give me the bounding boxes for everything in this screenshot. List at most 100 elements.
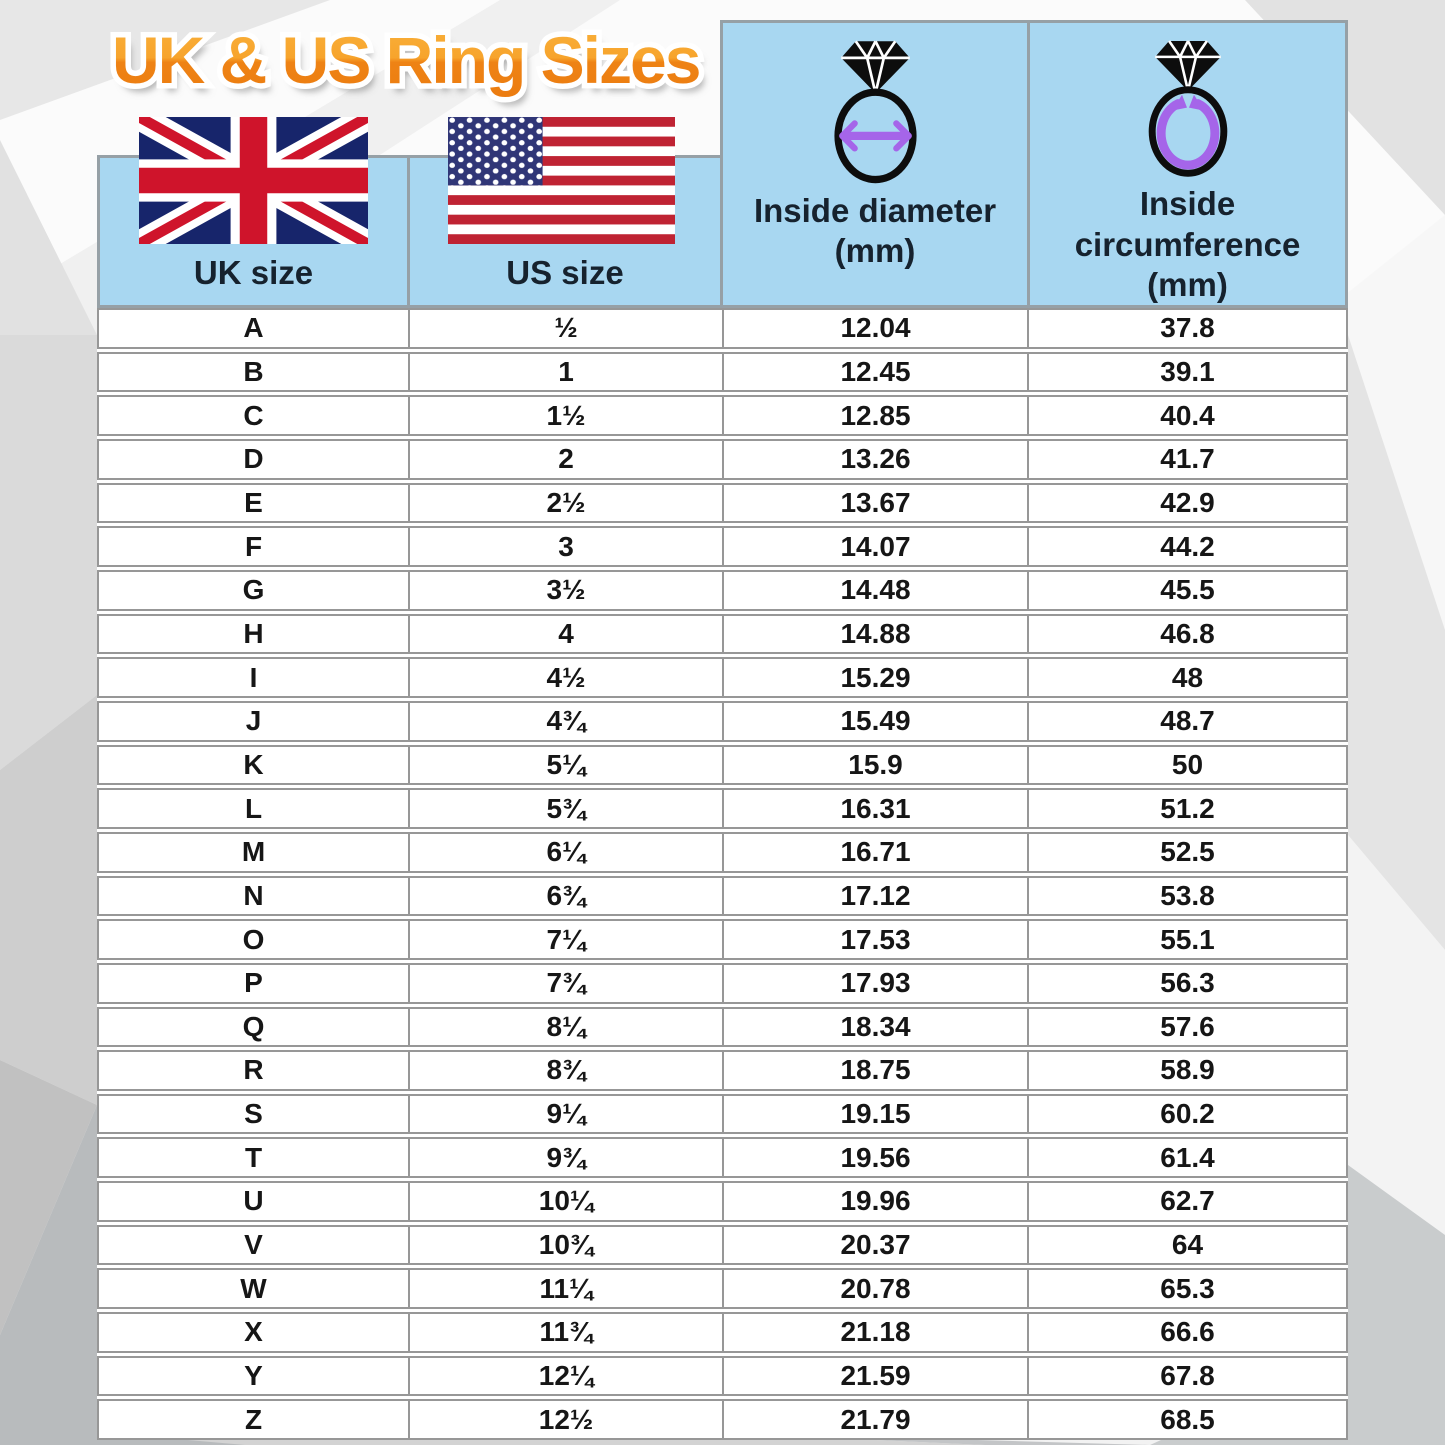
table-row: I 4½ 15.29 48: [97, 657, 1348, 698]
inside-circumference-cell: 42.9: [1027, 482, 1348, 524]
inside-diameter-cell: 14.07: [722, 526, 1029, 567]
inside-circumference-cell: 41.7: [1027, 438, 1348, 480]
table-row: U 10¼ 19.96 62.7: [97, 1181, 1348, 1222]
us-size-cell: 4½: [408, 657, 724, 698]
table-row: E 2½ 13.67 42.9: [97, 482, 1348, 524]
inside-diameter-label-line1: Inside diameter: [753, 192, 997, 229]
us-size-cell: 5¼: [408, 744, 724, 786]
inside-diameter-cell: 19.56: [722, 1137, 1029, 1179]
inside-circumference-cell: 44.2: [1027, 526, 1348, 567]
uk-size-cell: Z: [97, 1399, 410, 1441]
uk-size-cell: J: [97, 700, 410, 742]
inside-circumference-cell: 39.1: [1027, 351, 1348, 393]
inside-diameter-cell: 17.53: [722, 919, 1029, 960]
inside-circumference-cell: 55.1: [1027, 919, 1348, 960]
inside-diameter-cell: 15.29: [722, 657, 1029, 698]
inside-diameter-cell: 18.34: [722, 1006, 1029, 1048]
us-size-label: US size: [506, 253, 624, 291]
inside-circumference-cell: 37.8: [1027, 308, 1348, 349]
uk-size-cell: E: [97, 482, 410, 524]
us-size-cell: 12½: [408, 1399, 724, 1441]
inside-circumference-cell: 56.3: [1027, 962, 1348, 1004]
inside-diameter-cell: 13.26: [722, 438, 1029, 480]
inside-diameter-cell: 14.88: [722, 613, 1029, 655]
inside-diameter-cell: 19.15: [722, 1093, 1029, 1135]
uk-size-cell: T: [97, 1137, 410, 1179]
inside-circumference-cell: 48.7: [1027, 700, 1348, 742]
inside-circumference-label-line2: circumference: [1074, 225, 1301, 263]
us-size-cell: 9¼: [408, 1093, 724, 1135]
uk-size-cell: S: [97, 1093, 410, 1135]
table-row: A ½ 12.04 37.8: [97, 308, 1348, 349]
table-row: G 3½ 14.48 45.5: [97, 569, 1348, 611]
table-row: K 5¼ 15.9 50: [97, 744, 1348, 786]
inside-circumference-cell: 45.5: [1027, 569, 1348, 611]
inside-diameter-cell: 21.59: [722, 1355, 1029, 1397]
table-row: N 6¾ 17.12 53.8: [97, 875, 1348, 917]
page-title-outline: UK & US Ring Sizes: [106, 18, 706, 103]
uk-size-cell: I: [97, 657, 410, 698]
inside-circumference-cell: 46.8: [1027, 613, 1348, 655]
us-size-cell: 6¼: [408, 831, 724, 873]
us-size-cell: 1: [408, 351, 724, 393]
inside-diameter-cell: 20.37: [722, 1224, 1029, 1266]
uk-size-cell: D: [97, 438, 410, 480]
us-size-cell: 11¼: [408, 1268, 724, 1310]
us-size-cell: 7¼: [408, 919, 724, 960]
table-row: B 1 12.45 39.1: [97, 351, 1348, 393]
us-size-cell: 7¾: [408, 962, 724, 1004]
table-row: M 6¼ 16.71 52.5: [97, 831, 1348, 873]
us-size-cell: 6¾: [408, 875, 724, 917]
inside-diameter-cell: 15.9: [722, 744, 1029, 786]
inside-diameter-cell: 21.18: [722, 1312, 1029, 1353]
inside-diameter-cell: 14.48: [722, 569, 1029, 611]
uk-size-cell: O: [97, 919, 410, 960]
uk-size-cell: F: [97, 526, 410, 567]
table-row: W 11¼ 20.78 65.3: [97, 1268, 1348, 1310]
us-size-cell: 1½: [408, 395, 724, 436]
inside-circumference-cell: 48: [1027, 657, 1348, 698]
inside-diameter-cell: 12.85: [722, 395, 1029, 436]
diamond-icon: [1154, 40, 1221, 91]
table-row: S 9¼ 19.15 60.2: [97, 1093, 1348, 1135]
table-row: Z 12½ 21.79 68.5: [97, 1399, 1348, 1441]
table-row: J 4¾ 15.49 48.7: [97, 700, 1348, 742]
inside-circumference-cell: 52.5: [1027, 831, 1348, 873]
us-size-cell: 3: [408, 526, 724, 567]
uk-size-cell: L: [97, 788, 410, 829]
us-size-cell: 10¼: [408, 1181, 724, 1222]
us-size-cell: 8¾: [408, 1050, 724, 1091]
table-row: Y 12¼ 21.59 67.8: [97, 1355, 1348, 1397]
inside-diameter-cell: 20.78: [722, 1268, 1029, 1310]
table-row: H 4 14.88 46.8: [97, 613, 1348, 655]
inside-diameter-cell: 17.93: [722, 962, 1029, 1004]
inside-circumference-cell: 68.5: [1027, 1399, 1348, 1441]
header-inside-circumference: Inside circumference (mm): [1027, 20, 1348, 308]
uk-size-cell: X: [97, 1312, 410, 1353]
page-title: UK & US Ring Sizes UK & US Ring Sizes: [106, 18, 752, 118]
table-row: T 9¾ 19.56 61.4: [97, 1137, 1348, 1179]
inside-diameter-cell: 19.96: [722, 1181, 1029, 1222]
ring-diameter-icon: [833, 40, 917, 184]
inside-circumference-label-line3: (mm): [1147, 265, 1228, 303]
ring-circumference-icon: [1148, 40, 1227, 177]
table-row: X 11¾ 21.18 66.6: [97, 1312, 1348, 1353]
uk-size-cell: N: [97, 875, 410, 917]
uk-size-cell: K: [97, 744, 410, 786]
us-size-cell: 11¾: [408, 1312, 724, 1353]
uk-size-cell: Y: [97, 1355, 410, 1397]
inside-circumference-cell: 57.6: [1027, 1006, 1348, 1048]
uk-size-cell: H: [97, 613, 410, 655]
uk-size-cell: R: [97, 1050, 410, 1091]
inside-diameter-cell: 16.71: [722, 831, 1029, 873]
inside-circumference-cell: 60.2: [1027, 1093, 1348, 1135]
uk-size-cell: Q: [97, 1006, 410, 1048]
inside-circumference-cell: 64: [1027, 1224, 1348, 1266]
table-row: L 5¾ 16.31 51.2: [97, 788, 1348, 829]
inside-circumference-cell: 65.3: [1027, 1268, 1348, 1310]
table-row: O 7¼ 17.53 55.1: [97, 919, 1348, 960]
inside-diameter-label-line2: (mm): [834, 232, 916, 270]
inside-circumference-cell: 62.7: [1027, 1181, 1348, 1222]
us-size-cell: 4¾: [408, 700, 724, 742]
inside-diameter-cell: 12.45: [722, 351, 1029, 393]
